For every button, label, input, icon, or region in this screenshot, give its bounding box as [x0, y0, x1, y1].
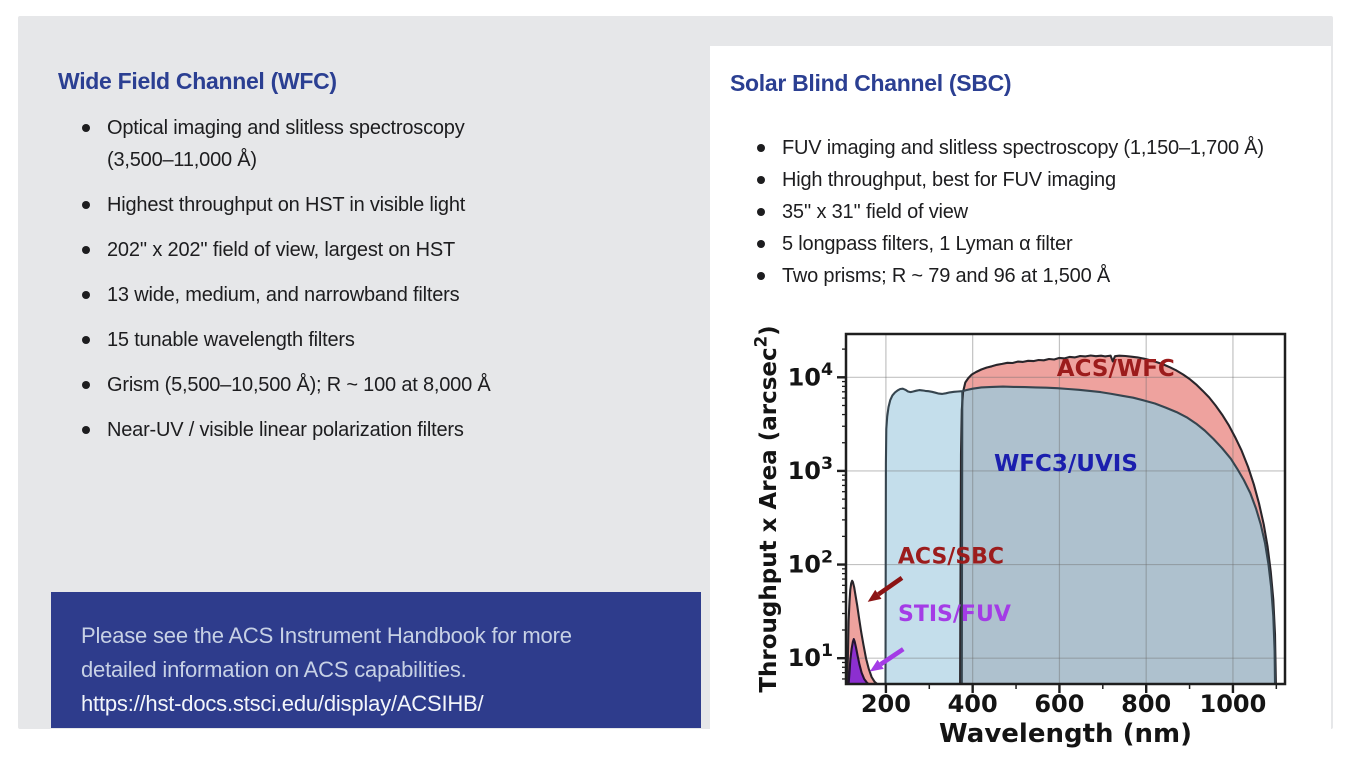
svg-text:200: 200	[861, 690, 911, 718]
bullet-text: 5 longpass filters, 1 Lyman α filter	[782, 233, 1073, 255]
svg-text:1000: 1000	[1200, 690, 1267, 718]
sbc-bullet-list: FUV imaging and slitless spectroscopy (1…	[755, 132, 1320, 292]
bullet-item: 15 tunable wavelength filters	[80, 324, 520, 356]
svg-text:800: 800	[1121, 690, 1171, 718]
throughput-chart-svg: 200 400 600 800 1000 101 102 103 104 Wavelength (…	[751, 325, 1287, 749]
svg-text:104: 104	[788, 360, 833, 391]
svg-text:101: 101	[788, 641, 833, 672]
note-text-line: detailed information on ACS capabilities…	[81, 657, 467, 682]
bullet-text: 202'' x 202'' field of view, largest on …	[107, 239, 455, 261]
bullet-dot-icon	[757, 144, 765, 152]
bullet-dot-icon	[82, 124, 90, 132]
bullet-item: Grism (5,500–10,500 Å); R ~ 100 at 8,000…	[80, 369, 520, 401]
bullet-text: Highest throughput on HST in visible lig…	[107, 194, 466, 216]
svg-text:STIS/FUV: STIS/FUV	[898, 602, 1011, 627]
bullet-item: 202'' x 202'' field of view, largest on …	[80, 234, 520, 266]
bullet-dot-icon	[82, 291, 90, 299]
handbook-url-link[interactable]: https://hst-docs.stsci.edu/display/ACSIH…	[81, 691, 484, 716]
svg-text:Wavelength (nm): Wavelength (nm)	[939, 719, 1192, 749]
bullet-text: 15 tunable wavelength filters	[107, 329, 355, 351]
svg-text:Throughput x Area (arcsec2): Throughput x Area (arcsec2)	[751, 325, 782, 692]
bullet-dot-icon	[82, 246, 90, 254]
svg-text:WFC3/UVIS: WFC3/UVIS	[994, 451, 1138, 477]
bullet-item: Two prisms; R ~ 79 and 96 at 1,500 Å	[755, 260, 1320, 292]
svg-text:ACS/WFC: ACS/WFC	[1057, 356, 1175, 382]
bullet-item: Highest throughput on HST in visible lig…	[80, 189, 520, 221]
bullet-text: FUV imaging and slitless spectroscopy (1…	[782, 137, 1264, 159]
bullet-item: FUV imaging and slitless spectroscopy (1…	[755, 132, 1320, 164]
note-text-line: Please see the ACS Instrument Handbook f…	[81, 623, 572, 648]
page-panel: Wide Field Channel (WFC) Optical imaging…	[18, 16, 1333, 749]
bullet-dot-icon	[757, 240, 765, 248]
svg-text:400: 400	[948, 690, 998, 718]
sbc-card: Solar Blind Channel (SBC) FUV imaging an…	[710, 46, 1331, 749]
bullet-dot-icon	[757, 208, 765, 216]
svg-text:102: 102	[788, 547, 833, 578]
bullet-dot-icon	[82, 426, 90, 434]
svg-text:ACS/SBC: ACS/SBC	[898, 544, 1004, 569]
handbook-note-box: Please see the ACS Instrument Handbook f…	[51, 592, 701, 728]
wfc-section-title: Wide Field Channel (WFC)	[58, 68, 337, 94]
bullet-dot-icon	[757, 176, 765, 184]
bullet-text: Grism (5,500–10,500 Å); R ~ 100 at 8,000…	[107, 374, 491, 396]
bullet-dot-icon	[82, 201, 90, 209]
bullet-dot-icon	[757, 272, 765, 280]
wfc-bullet-list: Optical imaging and slitless spectroscop…	[80, 112, 520, 459]
bullet-item: High throughput, best for FUV imaging	[755, 164, 1320, 196]
bullet-text: Two prisms; R ~ 79 and 96 at 1,500 Å	[782, 265, 1110, 287]
bullet-dot-icon	[82, 336, 90, 344]
bullet-text: 13 wide, medium, and narrowband filters	[107, 284, 460, 306]
bullet-item: Near-UV / visible linear polarization fi…	[80, 414, 520, 446]
bullet-item: 35'' x 31'' field of view	[755, 196, 1320, 228]
bullet-dot-icon	[82, 381, 90, 389]
bullet-text: Near-UV / visible linear polarization fi…	[107, 419, 464, 441]
sbc-section-title: Solar Blind Channel (SBC)	[730, 70, 1012, 96]
svg-text:103: 103	[788, 454, 833, 485]
bullet-item: Optical imaging and slitless spectroscop…	[80, 112, 520, 176]
bullet-item: 13 wide, medium, and narrowband filters	[80, 279, 520, 311]
bullet-text: 35'' x 31'' field of view	[782, 201, 968, 223]
throughput-area-chart: 200 400 600 800 1000 101 102 103 104 Wavelength (…	[750, 312, 1331, 759]
bullet-text: High throughput, best for FUV imaging	[782, 169, 1116, 191]
bullet-item: 5 longpass filters, 1 Lyman α filter	[755, 228, 1320, 260]
svg-text:600: 600	[1034, 690, 1084, 718]
bullet-text: Optical imaging and slitless spectroscop…	[107, 117, 465, 171]
